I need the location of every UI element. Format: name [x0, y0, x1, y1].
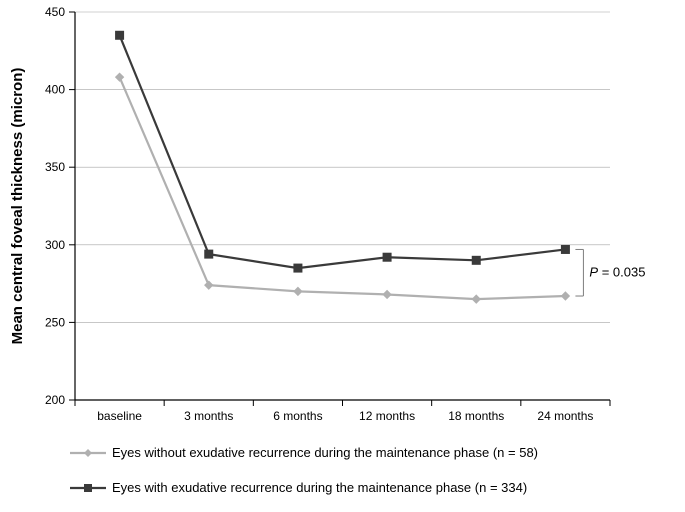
- p-value-annotation: P = 0.035: [575, 249, 645, 296]
- marker-square: [205, 250, 213, 258]
- marker-diamond: [561, 292, 569, 300]
- legend-row-without-recurrence: Eyes without exudative recurrence during…: [70, 445, 650, 474]
- y-tick-label: 200: [45, 393, 65, 407]
- legend-swatch-series-1: [70, 446, 106, 460]
- line-chart: 200 250 300 350 400 450 baseline 3 months 6 mont…: [0, 0, 685, 512]
- y-tick-label: 250: [45, 315, 65, 329]
- marker-diamond: [472, 295, 480, 303]
- y-tick-label: 450: [45, 5, 65, 19]
- x-tick-label: 3 months: [184, 409, 233, 423]
- legend-row-with-recurrence: Eyes with exudative recurrence during th…: [70, 480, 650, 509]
- series-line: [120, 77, 566, 299]
- y-tick-label: 350: [45, 160, 65, 174]
- marker-square: [294, 264, 302, 272]
- marker-square: [116, 31, 124, 39]
- marker-square: [383, 253, 391, 261]
- series-2: [116, 31, 570, 272]
- marker-square: [561, 245, 569, 253]
- marker-square: [472, 256, 480, 264]
- series-1: [116, 73, 570, 303]
- marker-diamond: [116, 73, 124, 81]
- legend-label-series-1: Eyes without exudative recurrence during…: [112, 445, 538, 460]
- marker-diamond: [294, 287, 302, 295]
- x-tick-label: baseline: [97, 409, 142, 423]
- x-tick-label: 12 months: [359, 409, 415, 423]
- p-value-text: P = 0.035: [589, 265, 645, 280]
- x-tick-label: 24 months: [537, 409, 593, 423]
- marker-diamond: [205, 281, 213, 289]
- legend-label-series-2: Eyes with exudative recurrence during th…: [112, 480, 527, 495]
- y-tick-label: 400: [45, 83, 65, 97]
- y-axis-label: Mean central foveal thickness (micron): [9, 68, 26, 345]
- legend-swatch-series-2: [70, 481, 106, 495]
- x-tick-label: 6 months: [273, 409, 322, 423]
- x-tick-label: 18 months: [448, 409, 504, 423]
- marker-diamond: [383, 290, 391, 298]
- y-tick-label: 300: [45, 238, 65, 252]
